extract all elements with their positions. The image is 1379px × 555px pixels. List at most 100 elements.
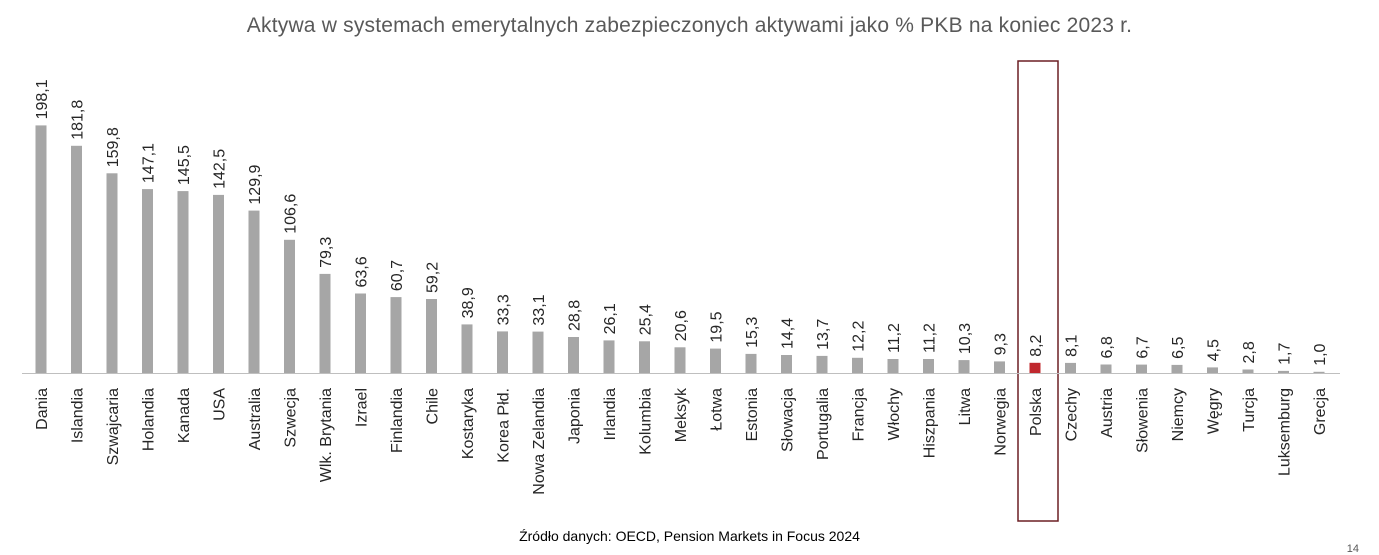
category-label-17: Kolumbia [638,388,655,455]
category-label-13: Korea Płd. [496,388,513,463]
category-label-23: Francja [851,388,868,441]
category-label-27: Norwegia [993,388,1010,456]
source-note: Źródło danych: OECD, Pension Markets in … [519,528,860,544]
bar-6 [248,210,260,373]
category-label-21: Słowacja [780,388,797,452]
category-label-0: Dania [34,388,51,430]
bar-15 [568,337,579,373]
bar-29 [1065,362,1076,373]
value-label-22: 13,7 [815,319,832,350]
category-label-5: USA [212,388,229,421]
bar-9 [355,293,366,373]
value-label-20: 15,3 [744,317,761,348]
value-label-17: 25,4 [638,304,655,335]
page-number: 14 [1346,543,1359,555]
value-label-14: 33,1 [531,294,548,325]
bar-20 [745,353,757,373]
bar-22 [816,355,828,373]
category-label-30: Austria [1099,388,1116,438]
bar-7 [284,239,295,374]
bar-10 [390,297,402,373]
value-label-12: 38,9 [460,287,477,318]
category-labels-group: Dania Islandia Szwajcaria Holandia Kanada USA… [34,387,1329,495]
bar-1 [71,145,82,374]
category-label-10: Finlandia [389,388,406,453]
category-label-29: Czechy [1064,388,1081,441]
category-label-34: Turcja [1241,388,1258,432]
category-label-9: Izrael [354,388,371,427]
category-label-18: Meksyk [673,387,690,442]
value-label-33: 4,5 [1206,339,1223,361]
bar-0 [35,125,47,374]
bar-27 [994,361,1005,373]
value-label-35: 1,7 [1277,343,1294,365]
category-label-6: Australia [247,388,264,450]
category-label-15: Japonia [567,388,584,444]
bar-2 [106,173,118,374]
category-label-36: Grecja [1312,388,1329,435]
value-label-34: 2,8 [1241,341,1258,363]
category-label-20: Estonia [744,388,761,441]
value-label-19: 19,5 [709,311,726,342]
bar-21 [781,355,792,373]
value-label-15: 28,8 [567,300,584,331]
value-label-30: 6,8 [1099,336,1116,358]
value-label-31: 6,7 [1135,336,1152,358]
category-label-16: Irlandia [602,388,619,441]
bar-35 [1278,370,1289,373]
bar-5 [213,194,224,373]
value-label-8: 79,3 [318,237,335,268]
value-label-7: 106,6 [283,194,300,234]
category-label-32: Niemcy [1170,388,1187,441]
category-label-31: Słowenia [1135,388,1152,453]
bar-34 [1242,369,1254,373]
value-label-28: 8,2 [1028,334,1045,356]
bar-24 [887,359,899,373]
value-label-18: 20,6 [673,310,690,341]
bar-33 [1207,367,1218,373]
category-label-28: Polska [1028,388,1045,436]
value-label-9: 63,6 [354,256,371,287]
bar-3 [142,189,153,373]
category-label-19: Łotwa [709,388,726,431]
bar-11 [426,299,437,373]
value-label-6: 129,9 [247,164,264,204]
bar-26 [958,360,970,373]
value-label-36: 1,0 [1312,343,1329,365]
category-label-8: Wlk. Brytania [318,388,335,482]
value-label-5: 142,5 [212,149,229,189]
bar-14 [532,331,544,373]
bar-13 [497,331,508,373]
bar-31 [1136,364,1147,373]
category-label-24: Włochy [886,388,903,440]
value-label-25: 11,2 [922,323,939,353]
bar-23 [852,357,863,374]
category-label-4: Kanada [176,388,193,443]
bar-28 [1029,362,1041,374]
bar-32 [1171,364,1183,373]
category-label-3: Holandia [141,388,158,451]
value-label-27: 9,3 [993,333,1010,355]
category-label-12: Kostaryka [460,388,477,459]
bar-19 [710,348,721,373]
value-label-29: 8,1 [1064,335,1081,357]
value-label-0: 198,1 [34,79,51,119]
category-label-2: Szwajcaria [105,388,122,465]
bar-4 [177,191,189,373]
value-labels-group: 198,1 181,8 159,8 147,1 145,5 142,5 129,9 106,6… [34,79,1329,366]
bar-17 [639,341,650,374]
category-label-1: Islandia [70,388,87,443]
value-label-10: 60,7 [389,260,406,291]
category-label-26: Litwa [957,388,974,425]
value-label-16: 26,1 [602,303,619,334]
value-label-23: 12,2 [851,321,868,352]
category-label-22: Portugalia [815,388,832,460]
bar-36 [1313,371,1325,374]
bar-18 [674,347,686,374]
bar-16 [603,340,615,373]
value-label-24: 11,2 [886,323,903,353]
category-label-11: Chile [425,388,442,425]
value-label-4: 145,5 [176,145,193,185]
value-label-13: 33,3 [496,294,513,325]
